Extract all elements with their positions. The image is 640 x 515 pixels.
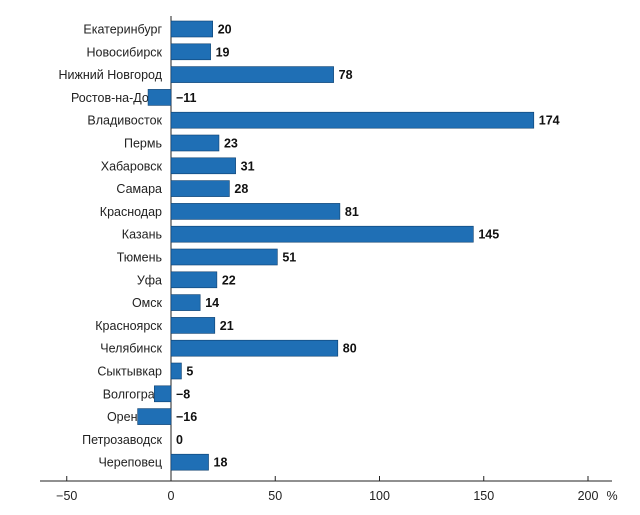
value-label: 51 [282, 251, 296, 265]
x-tick-label: −50 [56, 489, 77, 503]
category-label: Уфа [137, 273, 162, 287]
value-label: −8 [176, 387, 190, 401]
category-label: Череповец [98, 456, 162, 470]
bar [170, 294, 201, 311]
category-label: Екатеринбург [83, 23, 162, 37]
bar [170, 111, 535, 129]
category-label: Петрозаводск [82, 433, 162, 447]
value-label: 18 [214, 456, 228, 470]
value-label: 23 [224, 137, 238, 151]
value-label: −11 [176, 91, 197, 105]
bar [154, 385, 172, 403]
category-label: Краснодар [100, 205, 162, 219]
value-label: 145 [478, 228, 499, 242]
category-label: Ростов-на-Дону [71, 91, 163, 105]
value-label: 28 [234, 182, 248, 196]
bar [170, 362, 182, 380]
bar [170, 453, 209, 471]
category-label: Омск [132, 296, 163, 310]
x-tick-label: 50 [268, 489, 282, 503]
category-label: Волгоград [103, 387, 163, 401]
bar [170, 134, 220, 152]
category-label: Хабаровск [101, 159, 163, 173]
bar [170, 339, 339, 357]
bar [170, 225, 474, 243]
category-label: Сыктывкар [97, 365, 162, 379]
value-label: 20 [218, 23, 232, 37]
value-label: −16 [176, 410, 197, 424]
category-label: Владивосток [87, 114, 162, 128]
bar [170, 43, 211, 61]
value-label: 81 [345, 205, 359, 219]
bar [170, 180, 230, 197]
category-label: Красноярск [95, 319, 162, 333]
value-label: 22 [222, 273, 236, 287]
bar [170, 203, 341, 220]
value-label: 78 [339, 68, 353, 82]
bar [137, 408, 172, 425]
category-label: Самара [116, 182, 162, 196]
value-label: 80 [343, 342, 357, 356]
category-label: Нижний Новгород [59, 68, 163, 82]
x-tick-label: 100 [369, 489, 390, 503]
x-tick-label: 0 [168, 489, 175, 503]
value-label: 14 [205, 296, 219, 310]
bar [147, 89, 172, 106]
value-label: 5 [186, 365, 193, 379]
category-label: Тюмень [117, 251, 162, 265]
bar [170, 317, 216, 334]
category-label: Пермь [124, 137, 162, 151]
value-label: 31 [241, 159, 255, 173]
bar [170, 157, 236, 175]
bar [170, 20, 214, 38]
value-label: 0 [176, 433, 183, 447]
x-tick-label: 200 [578, 489, 599, 503]
value-label: 174 [539, 114, 560, 128]
x-tick-label: 150 [473, 489, 494, 503]
bar [170, 271, 218, 289]
x-unit-label: % [606, 489, 617, 503]
value-label: 21 [220, 319, 234, 333]
category-label: Челябинск [100, 342, 162, 356]
bar [170, 66, 334, 83]
category-label: Новосибирск [87, 45, 163, 59]
value-label: 19 [216, 45, 230, 59]
category-label: Казань [122, 228, 162, 242]
bar [170, 248, 278, 266]
